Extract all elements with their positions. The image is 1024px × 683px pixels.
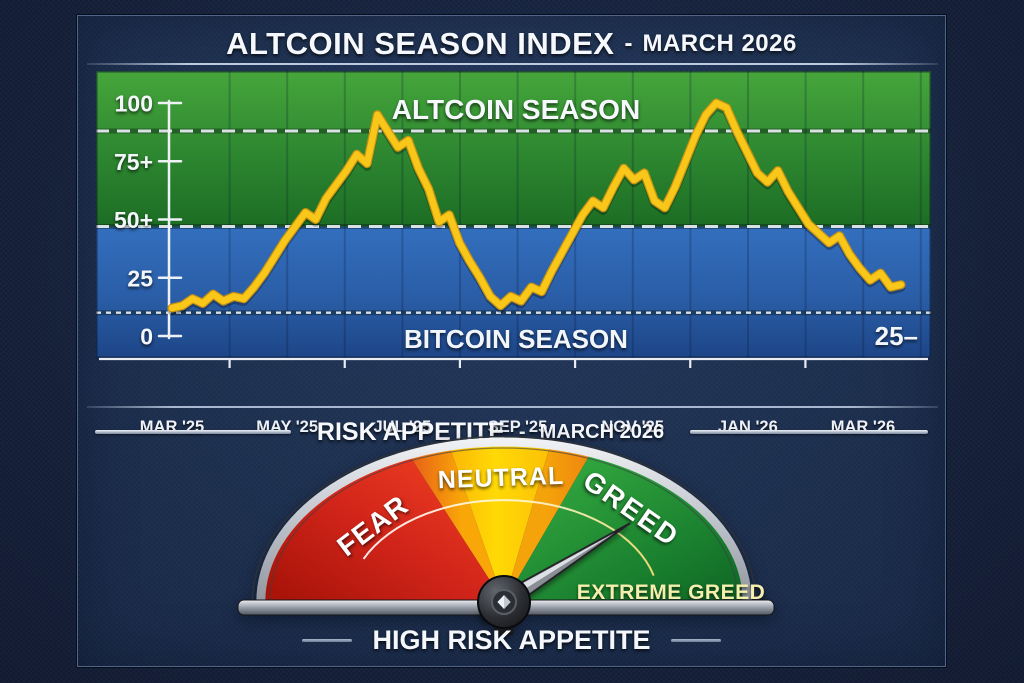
gauge-segment-fear [260,454,504,602]
x-tick-label-NOV25: NOV '25 [601,418,664,436]
chart-layers: 100 75+ 50+ 25 0 [96,71,931,368]
risk-footer: HIGH RISK APPETITE [78,624,945,656]
series-line [168,99,905,312]
bitcoin-season-zone-label: BITCOIN SEASON [404,324,628,354]
current-value-label: 25– [875,321,918,351]
risk-gauge: FEAR NEUTRAL GREED EXTREME GREED [237,436,775,635]
chart-svg: 100 75+ 50+ 25 0 ALTCOIN SEASON BITCOIN SEAS… [96,71,931,368]
title-divider [87,63,938,65]
altcoin-season-chart: 100 75+ 50+ 25 0 ALTCOIN SEASON BITCOIN SEAS… [96,71,931,436]
x-tick-label-SEP25: SEP '25 [487,418,548,436]
footer-left-dash [302,638,353,642]
altcoin-season-zone-label: ALTCOIN SEASON [392,94,640,125]
risk-footer-label: HIGH RISK APPETITE [372,624,651,655]
page-title-period: MARCH 2026 [642,30,797,57]
page-title: ALTCOIN SEASON INDEX - MARCH 2026 [78,22,945,66]
y-axis [157,99,183,340]
gauge-label-extreme-greed: EXTREME GREED [577,581,766,604]
risk-title-left-rule [94,430,291,434]
y-tick-label-25: 25 [127,265,153,291]
y-tick-label-100: 100 [115,91,153,117]
risk-title-separator: - [518,420,526,443]
gauge-rim [261,442,747,602]
risk-title-period: MARCH 2026 [539,420,665,443]
gauge-segment-orange-right [504,444,592,602]
main-panel: ALTCOIN SEASON INDEX - MARCH 2026 100 75+… [77,15,946,667]
page-title-main: ALTCOIN SEASON INDEX [226,26,615,61]
gauge-hub [477,575,531,635]
gauge-label-neutral: NEUTRAL [437,462,564,494]
gauge-hub-diamond-shade [504,595,511,609]
y-tick-label-75+: 75+ [114,149,153,175]
gauge-segment-neutral [449,441,551,602]
x-tick-label-JUL25: JUL '25 [373,418,432,436]
footer-right-dash [670,638,721,642]
gauge-inner-arc [364,500,654,576]
x-axis [99,357,928,368]
gauge-arc-segments [252,437,755,603]
gauge-rim-inner-outline [270,448,738,602]
risk-title-right-rule [690,430,929,434]
gauge-segment-orange-left [409,446,504,602]
chart-border [96,71,931,358]
page-title-separator: - [624,30,633,57]
y-tick-label-50+: 50+ [114,207,153,233]
y-tick-label-0: 0 [140,324,153,350]
section-divider [87,406,938,408]
gauge-rim-outline [252,437,755,603]
